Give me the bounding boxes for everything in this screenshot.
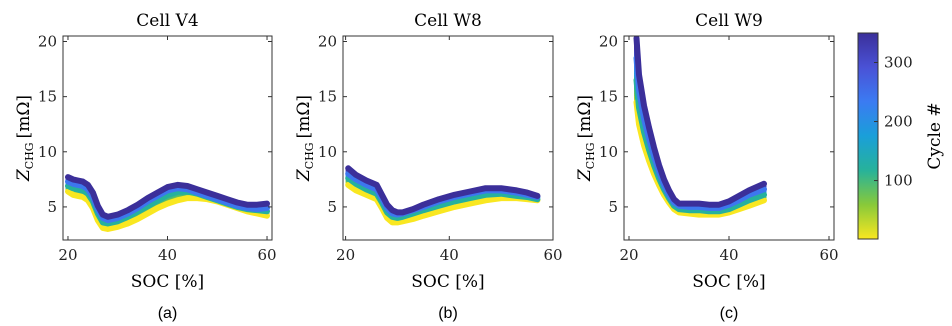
- y-axis-label: ZCHG [mΩ]: [294, 95, 316, 182]
- x-axis-label: SOC [%]: [411, 272, 484, 292]
- series-line-cycle-350: [633, 36, 767, 208]
- chart-title: Cell W8: [414, 11, 482, 31]
- y-axis-label-main: Z: [294, 168, 314, 182]
- y-axis-label-unit: [mΩ]: [14, 95, 34, 138]
- y-tick-label: 15: [38, 88, 57, 106]
- y-tick-label: 5: [608, 198, 618, 216]
- x-axis-label: SOC [%]: [692, 272, 765, 292]
- chart-panel-3: 20 40 60 5 10 15 20 Cell W9 SOC [%] ZCHG [mΩ] (c): [575, 11, 839, 322]
- x-tick-label: 40: [158, 246, 177, 264]
- y-axis-label-sub: CHG: [23, 142, 36, 169]
- y-axis-label: ZCHG [mΩ]: [14, 95, 36, 182]
- colorbar-tick-label: 200: [884, 113, 913, 131]
- x-tick-label: 60: [257, 246, 276, 264]
- data-band: [65, 174, 270, 232]
- x-tick-label: 60: [819, 246, 838, 264]
- colorbar-gradient: [857, 32, 879, 240]
- y-tick-label: 10: [318, 143, 337, 161]
- y-tick-label: 20: [599, 33, 618, 51]
- chart-panel-1: 20 40 60 5 10 15 20 Cell V4 SOC [%] ZCHG [mΩ] (a): [14, 11, 277, 322]
- x-axis-label: SOC [%]: [131, 272, 204, 292]
- y-tick-label: 5: [47, 198, 57, 216]
- y-axis-label: ZCHG [mΩ]: [575, 95, 597, 182]
- colorbar-tick-label: 100: [884, 172, 913, 190]
- y-tick-label: 15: [318, 88, 337, 106]
- x-tick-label: 40: [719, 246, 738, 264]
- panel-label: (a): [158, 305, 178, 322]
- colorbar-tick-label: 300: [884, 54, 913, 72]
- y-axis-label-main: Z: [14, 168, 34, 182]
- chart-panel-2: 20 40 60 5 10 15 20 Cell W8 SOC [%] ZCHG [mΩ] (b): [294, 11, 563, 322]
- colorbar: 100 200 300 Cycle #: [857, 32, 945, 240]
- y-tick-label: 10: [599, 143, 618, 161]
- y-axis-label-main: Z: [575, 168, 595, 182]
- series-line-cycle-350: [345, 165, 541, 216]
- data-band: [633, 36, 767, 218]
- axis-box: [342, 35, 554, 241]
- y-axis-label-unit: [mΩ]: [294, 95, 314, 138]
- y-axis-label-sub: CHG: [303, 142, 316, 169]
- y-tick-label: 10: [38, 143, 57, 161]
- chart-title: Cell W9: [695, 11, 763, 31]
- x-tick-label: 20: [336, 246, 355, 264]
- x-tick-label: 20: [619, 246, 638, 264]
- panel-label: (c): [720, 305, 739, 322]
- x-tick-label: 20: [58, 246, 77, 264]
- y-tick-label: 20: [318, 33, 337, 51]
- y-axis-label-sub: CHG: [584, 142, 597, 169]
- y-tick-label: 20: [38, 33, 57, 51]
- data-band: [345, 165, 541, 226]
- x-tick-label: 40: [440, 246, 459, 264]
- x-tick-label: 60: [543, 246, 562, 264]
- panel-label: (b): [438, 305, 458, 322]
- y-tick-label: 15: [599, 88, 618, 106]
- y-axis-label-unit: [mΩ]: [575, 95, 595, 138]
- chart-title: Cell V4: [136, 11, 198, 31]
- series-line-cycle-350: [65, 174, 270, 220]
- y-tick-label: 5: [327, 198, 337, 216]
- colorbar-label: Cycle #: [925, 102, 945, 169]
